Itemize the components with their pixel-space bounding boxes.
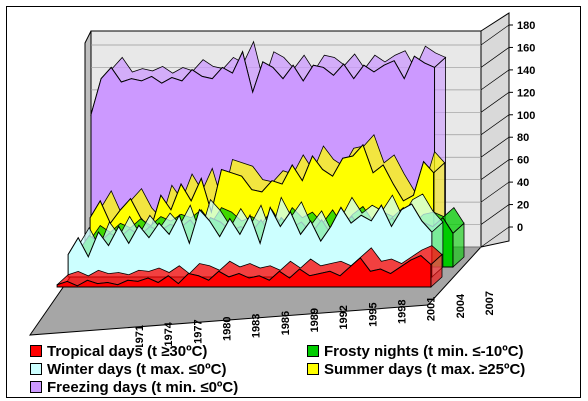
- x-axis-ticks: 1971 1974 1977 1980 1983 1986 1989 1992 1995 1998…: [134, 291, 496, 347]
- legend-label: Winter days (t max. ≤0ºC): [47, 360, 227, 378]
- grid-line-side: [480, 47, 510, 68]
- area-chart-3d: 0 20 40 60 80 100 120 140 160 180 1971 1974 1977 198…: [28, 12, 535, 347]
- legend-label: Frosty nights (t min. ≤-10ºC): [324, 342, 524, 360]
- y-axis-ticks: 0 20 40 60 80 100 120 140 160 180: [508, 20, 535, 234]
- x-tick-label: 2004: [455, 293, 467, 318]
- y-tick-label: 60: [517, 155, 529, 167]
- grid-line-side: [480, 136, 510, 158]
- y-tick-label: 160: [517, 42, 535, 54]
- grid-line-side: [480, 92, 510, 113]
- y-tick-label: 0: [517, 222, 523, 234]
- y-tick-label: 20: [517, 200, 529, 212]
- x-tick-label: 1977: [192, 319, 204, 343]
- legend-item-summer-days: Summer days (t max. ≥25ºC): [307, 360, 526, 378]
- x-tick-label: 1989: [309, 308, 321, 332]
- x-tick-label: 1986: [280, 311, 292, 335]
- side-wall: [480, 12, 510, 248]
- legend-swatch: [30, 363, 42, 375]
- grid-line-side: [480, 181, 510, 203]
- legend-label: Tropical days (t ≥30ºC): [47, 342, 208, 360]
- y-tick-label: 180: [517, 20, 535, 32]
- y-tick-label: 80: [517, 132, 529, 144]
- x-tick-label: 2001: [426, 297, 438, 321]
- series-end-cap: [452, 222, 465, 268]
- grid-line-side: [480, 69, 510, 91]
- y-tick-label: 120: [517, 87, 535, 99]
- x-tick-label: 1983: [251, 314, 263, 338]
- legend-item-winter-days: Winter days (t max. ≤0ºC): [30, 360, 227, 378]
- x-tick-label: 1980: [222, 317, 234, 341]
- legend-swatch: [307, 345, 319, 357]
- x-tick-label: 1974: [163, 321, 175, 346]
- series-front-face: [67, 203, 433, 278]
- grid-line-side: [480, 159, 510, 180]
- x-tick-label: 1992: [338, 305, 350, 329]
- series-end-cap: [430, 253, 443, 288]
- grid-line-side: [480, 114, 510, 136]
- grid-line-side: [480, 226, 510, 248]
- series-front-face: [56, 254, 432, 288]
- grid-line-side: [480, 24, 510, 46]
- y-tick-label: 40: [517, 177, 529, 189]
- x-tick-label: 1971: [134, 325, 146, 347]
- legend-swatch: [30, 345, 42, 357]
- series-tropical-days: [56, 245, 443, 288]
- grid-line-side: [480, 204, 510, 225]
- legend-label: Freezing days (t min. ≤0ºC): [47, 378, 239, 396]
- legend-swatch: [307, 363, 319, 375]
- legend: Tropical days (t ≥30ºC) Frosty nights (t…: [30, 343, 582, 399]
- x-tick-label: 1995: [367, 302, 379, 326]
- legend-item-frosty-nights: Frosty nights (t min. ≤-10ºC): [307, 342, 524, 360]
- legend-item-freezing-days: Freezing days (t min. ≤0ºC): [30, 378, 239, 396]
- legend-label: Summer days (t max. ≥25ºC): [324, 360, 526, 378]
- y-tick-label: 140: [517, 65, 535, 77]
- y-tick-label: 100: [517, 110, 535, 122]
- x-tick-label: 2007: [484, 291, 496, 315]
- x-tick-label: 1998: [397, 300, 409, 324]
- legend-item-tropical-days: Tropical days (t ≥30ºC): [30, 342, 208, 360]
- series-layer: [56, 40, 465, 288]
- chart-frame: 0 20 40 60 80 100 120 140 160 180 1971 1974 1977 198…: [6, 6, 581, 398]
- legend-swatch: [30, 381, 42, 393]
